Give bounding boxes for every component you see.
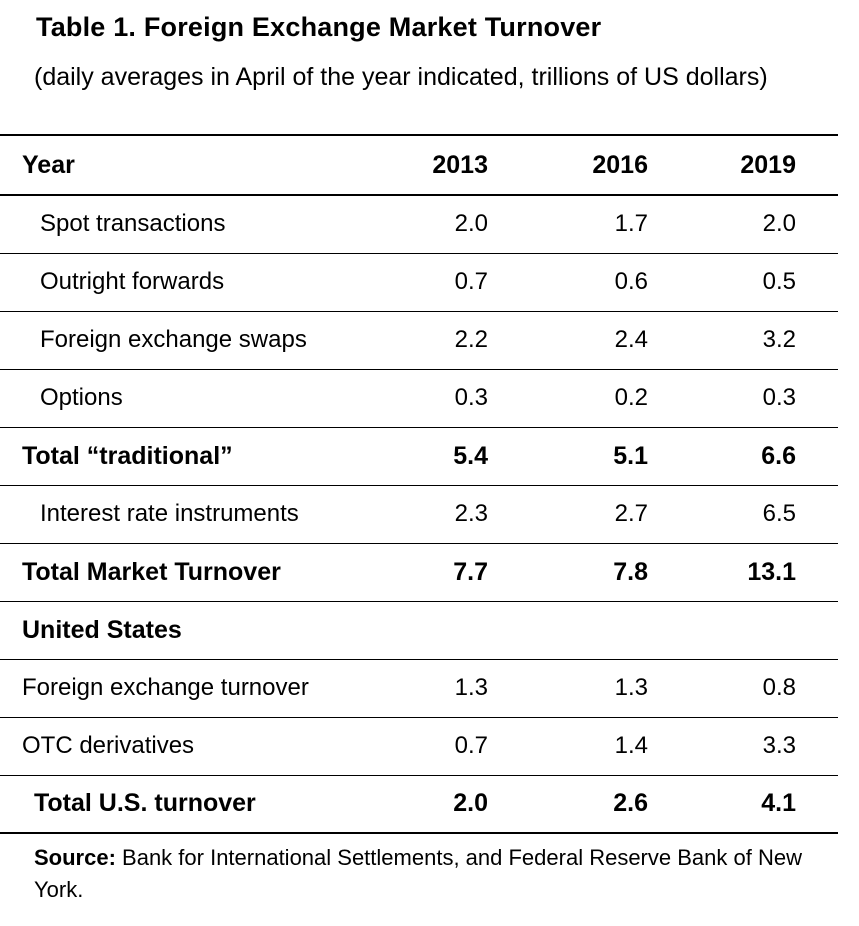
cell-2019: 2.0 (688, 195, 838, 254)
cell-2019: 6.5 (688, 485, 838, 544)
cell-2016: 5.1 (540, 427, 688, 486)
total-row: Total U.S. turnover 2.0 2.6 4.1 (0, 775, 838, 834)
cell-2016: 2.7 (540, 485, 688, 544)
row-label: Spot transactions (0, 195, 380, 254)
cell-2016 (540, 601, 688, 660)
row-label: Interest rate instruments (0, 485, 380, 544)
table-row: Foreign exchange swaps 2.2 2.4 3.2 (0, 311, 838, 370)
table-row: Outright forwards 0.7 0.6 0.5 (0, 253, 838, 312)
table-row: Foreign exchange turnover 1.3 1.3 0.8 (0, 659, 838, 718)
table-row: OTC derivatives 0.7 1.4 3.3 (0, 717, 838, 776)
cell-2016: 1.7 (540, 195, 688, 254)
cell-2019: 0.3 (688, 369, 838, 428)
header-year-2016: 2016 (540, 134, 688, 196)
cell-2013: 1.3 (380, 659, 540, 718)
cell-2019: 13.1 (688, 543, 838, 602)
row-label: Total “traditional” (0, 427, 380, 486)
cell-2019: 4.1 (688, 775, 838, 834)
table-row: Spot transactions 2.0 1.7 2.0 (0, 195, 838, 254)
table-subtitle: (daily averages in April of the year ind… (34, 63, 768, 91)
cell-2013: 0.3 (380, 369, 540, 428)
table-title: Table 1. Foreign Exchange Market Turnove… (36, 12, 602, 42)
cell-2019: 0.5 (688, 253, 838, 312)
cell-2013: 2.3 (380, 485, 540, 544)
cell-2019: 3.2 (688, 311, 838, 370)
header-row: Year 2013 2016 2019 (0, 134, 838, 196)
row-label: OTC derivatives (0, 717, 380, 776)
cell-2016: 2.6 (540, 775, 688, 834)
header-year-2019: 2019 (688, 134, 838, 196)
source-note: Source: Bank for International Settlemen… (34, 842, 824, 906)
cell-2013: 2.2 (380, 311, 540, 370)
total-row: Total “traditional” 5.4 5.1 6.6 (0, 427, 838, 486)
section-row: United States (0, 601, 838, 660)
cell-2019 (688, 601, 838, 660)
cell-2019: 6.6 (688, 427, 838, 486)
total-row: Total Market Turnover 7.7 7.8 13.1 (0, 543, 838, 602)
cell-2013: 2.0 (380, 775, 540, 834)
source-label: Source: (34, 845, 116, 870)
row-label: Foreign exchange turnover (0, 659, 380, 718)
cell-2016: 1.4 (540, 717, 688, 776)
cell-2019: 0.8 (688, 659, 838, 718)
cell-2016: 2.4 (540, 311, 688, 370)
header-year-label: Year (0, 134, 380, 196)
cell-2013: 7.7 (380, 543, 540, 602)
cell-2013 (380, 601, 540, 660)
source-text: Bank for International Settlements, and … (34, 845, 802, 902)
turnover-table: Year 2013 2016 2019 Spot transactions 2.… (0, 134, 838, 834)
header-year-2013: 2013 (380, 134, 540, 196)
row-label: Outright forwards (0, 253, 380, 312)
cell-2013: 0.7 (380, 253, 540, 312)
cell-2016: 0.6 (540, 253, 688, 312)
row-label: Foreign exchange swaps (0, 311, 380, 370)
cell-2016: 0.2 (540, 369, 688, 428)
row-label: Total Market Turnover (0, 543, 380, 602)
cell-2016: 1.3 (540, 659, 688, 718)
row-label: Total U.S. turnover (0, 775, 380, 834)
cell-2016: 7.8 (540, 543, 688, 602)
section-label: United States (0, 601, 380, 660)
cell-2019: 3.3 (688, 717, 838, 776)
row-label: Options (0, 369, 380, 428)
cell-2013: 5.4 (380, 427, 540, 486)
table-row: Options 0.3 0.2 0.3 (0, 369, 838, 428)
cell-2013: 0.7 (380, 717, 540, 776)
table-row: Interest rate instruments 2.3 2.7 6.5 (0, 485, 838, 544)
cell-2013: 2.0 (380, 195, 540, 254)
